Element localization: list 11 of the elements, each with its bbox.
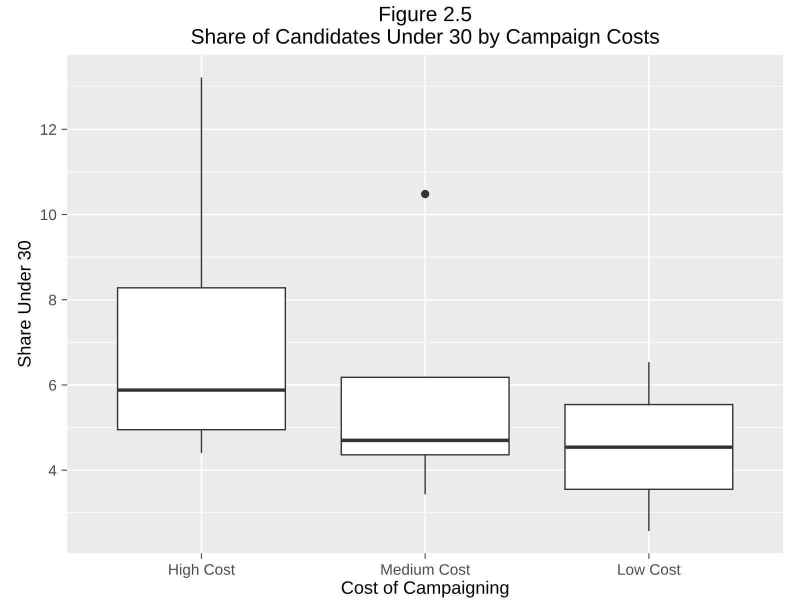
- y-tick-label: 6: [49, 380, 56, 391]
- x-axis-title: Cost of Campaigning: [342, 580, 508, 598]
- y-tick-label: 4: [48, 465, 56, 476]
- chart-title: Figure 2.5 Share of Candidates Under 30 by Campaign Costs: [192, 6, 659, 48]
- y-tick-label: 10: [40, 209, 56, 220]
- x-tick-label: High Cost: [169, 564, 235, 578]
- x-tick-label: Medium Cost: [381, 564, 470, 575]
- y-tick-label: 12: [40, 124, 56, 135]
- x-tick-label: Low Cost: [618, 564, 681, 575]
- y-axis-title: Share Under 30: [17, 240, 31, 367]
- y-tick-label: 8: [48, 294, 56, 306]
